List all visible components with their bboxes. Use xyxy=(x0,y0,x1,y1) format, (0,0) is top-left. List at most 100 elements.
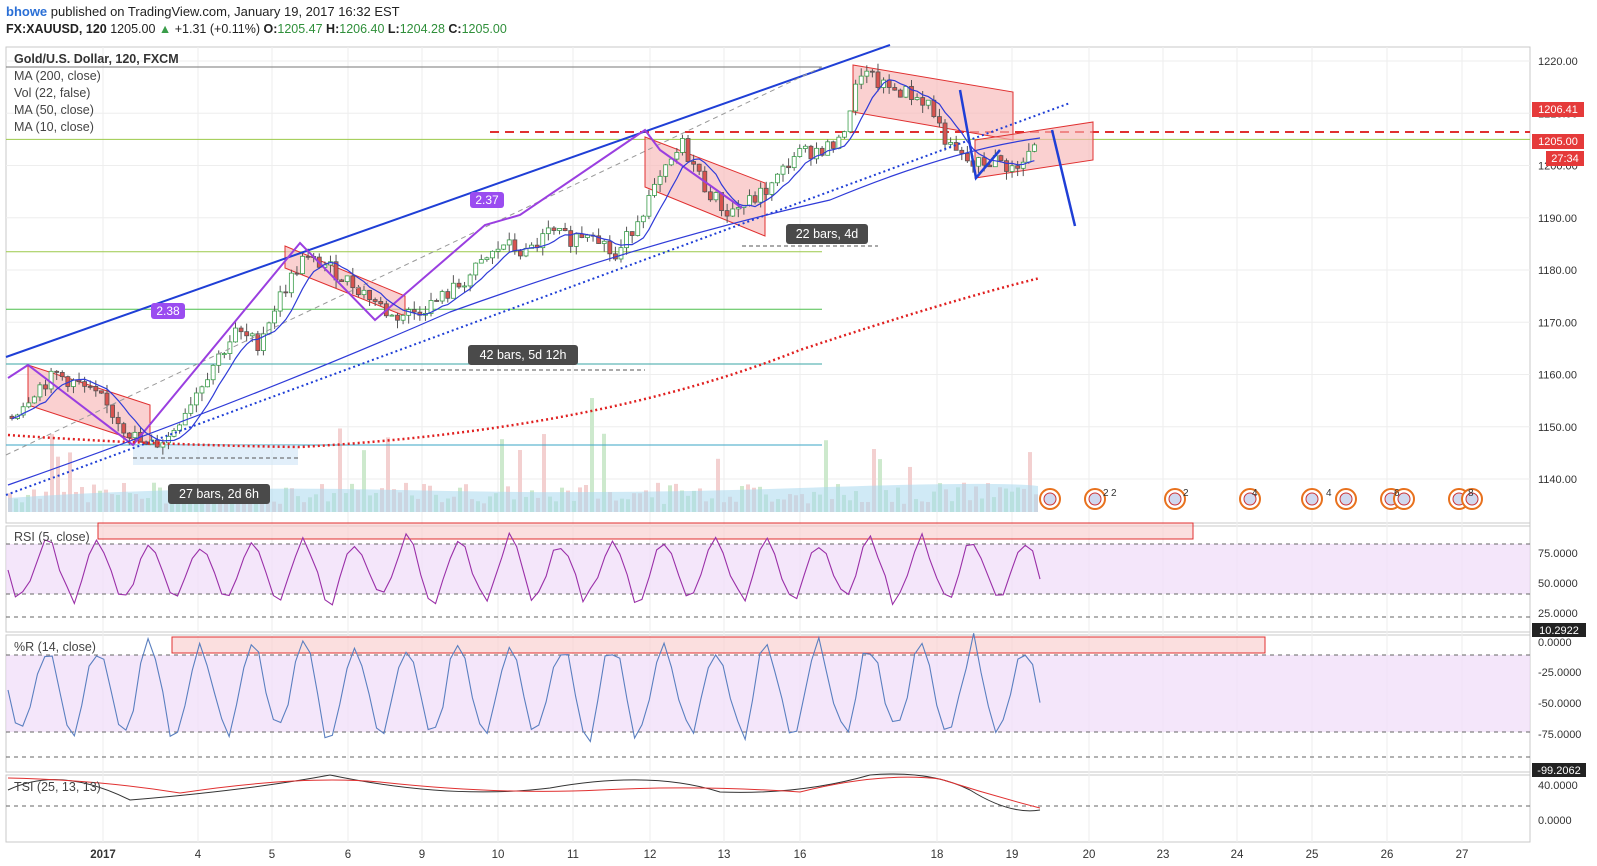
candle xyxy=(121,423,127,434)
candle xyxy=(361,289,367,296)
open-label: O: xyxy=(263,22,278,36)
volume-bar xyxy=(872,449,876,512)
time-tick-label: 4 xyxy=(195,849,202,861)
time-tick-label: 19 xyxy=(1006,849,1019,861)
time-tick-label: 18 xyxy=(931,849,944,861)
rsi-highlight-rect[interactable] xyxy=(97,522,1194,540)
wpr-tick-0: 0.0000 xyxy=(1538,637,1572,649)
candle xyxy=(903,85,909,98)
candle xyxy=(283,291,289,294)
candle xyxy=(272,310,277,324)
candle xyxy=(601,240,607,244)
candle xyxy=(875,71,881,88)
candle xyxy=(210,364,216,381)
candle xyxy=(512,239,518,252)
candle xyxy=(931,99,937,118)
volume-ma-area xyxy=(8,483,1038,512)
current-price-badge xyxy=(1532,134,1584,149)
candle xyxy=(389,314,395,317)
candle xyxy=(680,138,685,153)
price-tick-label: 1170.00 xyxy=(1538,317,1577,329)
candle xyxy=(691,161,697,165)
lower-dotted-trendline[interactable] xyxy=(5,102,1071,496)
candle xyxy=(300,255,305,275)
rsi-title: RSI (5, close) xyxy=(14,530,90,544)
candle xyxy=(339,279,345,282)
flag-icon xyxy=(1168,492,1182,506)
candle xyxy=(355,287,361,296)
countdown-text: 27:34 xyxy=(1551,153,1579,165)
candle xyxy=(434,300,440,302)
tsi-tick-40: 40.0000 xyxy=(1538,780,1578,792)
candle xyxy=(244,331,250,337)
candle xyxy=(20,406,26,416)
last-price: 1205.00 xyxy=(110,22,156,36)
event-count-label: 8 xyxy=(1468,488,1474,499)
candle xyxy=(305,255,311,258)
label-238-box[interactable] xyxy=(151,303,185,319)
candle xyxy=(255,333,261,351)
candle xyxy=(1020,161,1026,169)
candle xyxy=(233,327,238,343)
flag-icon xyxy=(1339,492,1353,506)
candle xyxy=(909,85,914,100)
elliott-zigzag[interactable] xyxy=(7,128,743,447)
publisher-username[interactable]: bhowe xyxy=(6,4,48,19)
drop-zigzag[interactable] xyxy=(958,89,1001,181)
rsi-band xyxy=(6,544,1530,594)
candle xyxy=(367,289,372,300)
candle xyxy=(199,386,205,394)
candle xyxy=(964,152,970,162)
candle xyxy=(54,370,60,373)
candle xyxy=(624,231,629,249)
candle xyxy=(562,227,568,232)
range-27-label: 27 bars, 2d 6h xyxy=(179,487,259,501)
candle xyxy=(227,341,233,354)
tsi-line xyxy=(7,773,1041,812)
rsi-tick-75: 75.0000 xyxy=(1538,548,1578,560)
grey-dashed-trendline xyxy=(5,66,823,456)
candle xyxy=(976,157,981,167)
ohlc-line: FX:XAUUSD, 120 1205.00 ▲ +1.31 (+0.11%) … xyxy=(6,22,507,36)
candle xyxy=(707,191,713,201)
candle xyxy=(819,147,825,156)
candle xyxy=(674,152,680,160)
time-tick-label: 25 xyxy=(1306,849,1319,861)
event-count-label: 2 xyxy=(1103,488,1109,499)
time-tick-label: 23 xyxy=(1157,849,1170,861)
tsi-signal-line xyxy=(7,776,1041,809)
event-count-label: 2 xyxy=(1111,488,1117,499)
event-count-label: 4 xyxy=(1326,488,1332,499)
open-value: 1205.47 xyxy=(277,22,323,36)
candle xyxy=(652,183,657,196)
label-237-box[interactable] xyxy=(470,192,504,208)
candle xyxy=(959,149,965,154)
candle xyxy=(775,173,780,184)
candle xyxy=(439,291,445,302)
candle xyxy=(26,402,32,408)
wpr-tick-75: -75.0000 xyxy=(1538,729,1581,741)
price-tick-label: 1220.00 xyxy=(1538,56,1578,68)
up-arrow-icon: ▲ xyxy=(158,22,172,36)
flag-icon xyxy=(1043,492,1057,506)
range-42-box[interactable] xyxy=(468,345,578,365)
candle xyxy=(596,235,602,244)
wpr-highlight-rect[interactable] xyxy=(171,636,1266,654)
time-tick-label: 24 xyxy=(1231,849,1244,861)
range-22-box[interactable] xyxy=(786,224,868,244)
candle xyxy=(758,187,764,203)
range-22-label: 22 bars, 4d xyxy=(796,227,859,241)
range-27-box[interactable] xyxy=(168,484,270,504)
price-change: +1.31 (+0.11%) xyxy=(174,22,260,36)
candle xyxy=(266,322,272,335)
flag-icon xyxy=(1243,492,1257,506)
projection-arrow-line[interactable] xyxy=(1050,129,1077,227)
volume-bar xyxy=(518,450,522,512)
level-badge-text: 1206.41 xyxy=(1538,104,1578,116)
volume-bar xyxy=(338,428,342,512)
candle xyxy=(802,145,808,149)
candle xyxy=(607,240,613,255)
candle xyxy=(646,195,652,217)
